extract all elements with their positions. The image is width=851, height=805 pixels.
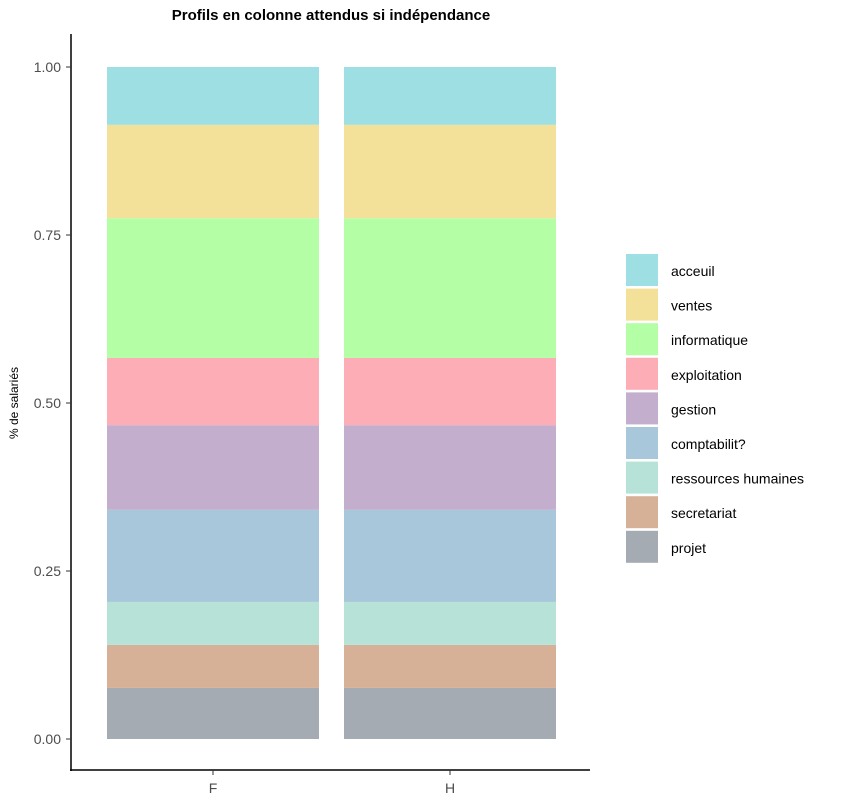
- bar-segment-H-acceuil: [344, 67, 556, 125]
- y-tick-label: 0.50: [34, 395, 61, 411]
- legend-item: comptabilit?: [626, 427, 746, 459]
- legend-key: [626, 427, 658, 459]
- legend-item: informatique: [626, 323, 748, 356]
- legend-item: acceuil: [626, 254, 715, 286]
- bar-segment-F-exploitation: [107, 357, 319, 426]
- bar-segment-F-comptabilit-: [107, 509, 319, 602]
- legend-label: informatique: [671, 332, 748, 348]
- legend-key: [626, 288, 658, 321]
- bar-segment-H-informatique: [344, 218, 556, 358]
- legend-item: gestion: [626, 392, 716, 425]
- bar-segment-F-ressources-humaines: [107, 601, 319, 645]
- y-tick-label: 0.25: [34, 563, 61, 579]
- bar-segment-F-ventes: [107, 124, 319, 219]
- legend-key: [626, 392, 658, 425]
- legend-key: [626, 496, 658, 529]
- bar-segment-F-informatique: [107, 218, 319, 358]
- legend-label: comptabilit?: [671, 436, 746, 452]
- bar-segment-H-exploitation: [344, 357, 556, 426]
- bar-segment-F-secretariat: [107, 644, 319, 688]
- y-tick-label: 0.75: [34, 227, 61, 243]
- x-tick-label: F: [209, 780, 218, 796]
- legend-label: projet: [671, 540, 706, 556]
- legend-key: [626, 254, 658, 286]
- bar-segment-H-ressources-humaines: [344, 601, 556, 645]
- legend-key: [626, 357, 658, 390]
- legend-item: secretariat: [626, 496, 736, 529]
- y-tick-label: 0.00: [34, 731, 61, 747]
- legend-item: ressources humaines: [626, 461, 804, 494]
- legend-item: exploitation: [626, 357, 742, 390]
- legend-label: secretariat: [671, 505, 736, 521]
- bar-segment-F-projet: [107, 687, 319, 739]
- legend-label: gestion: [671, 401, 716, 417]
- legend-key: [626, 461, 658, 494]
- bar-segment-H-comptabilit-: [344, 509, 556, 602]
- bar-segment-H-secretariat: [344, 644, 556, 688]
- legend-key: [626, 530, 658, 563]
- bar-segment-H-projet: [344, 687, 556, 739]
- bar-segment-H-gestion: [344, 425, 556, 510]
- legend-label: ressources humaines: [671, 471, 804, 487]
- y-axis-label: % de salariés: [7, 367, 21, 439]
- legend-label: acceuil: [671, 263, 715, 279]
- chart-title: Profils en colonne attendus si indépenda…: [172, 7, 490, 24]
- bar-segment-F-acceuil: [107, 67, 319, 125]
- legend-label: ventes: [671, 298, 712, 314]
- legend-key: [626, 323, 658, 356]
- bar-segment-H-ventes: [344, 124, 556, 219]
- legend-label: exploitation: [671, 367, 742, 383]
- x-tick-label: H: [445, 780, 455, 796]
- legend-item: ventes: [626, 288, 712, 321]
- y-tick-label: 1.00: [34, 59, 61, 75]
- legend-item: projet: [626, 530, 706, 563]
- bar-segment-F-gestion: [107, 425, 319, 510]
